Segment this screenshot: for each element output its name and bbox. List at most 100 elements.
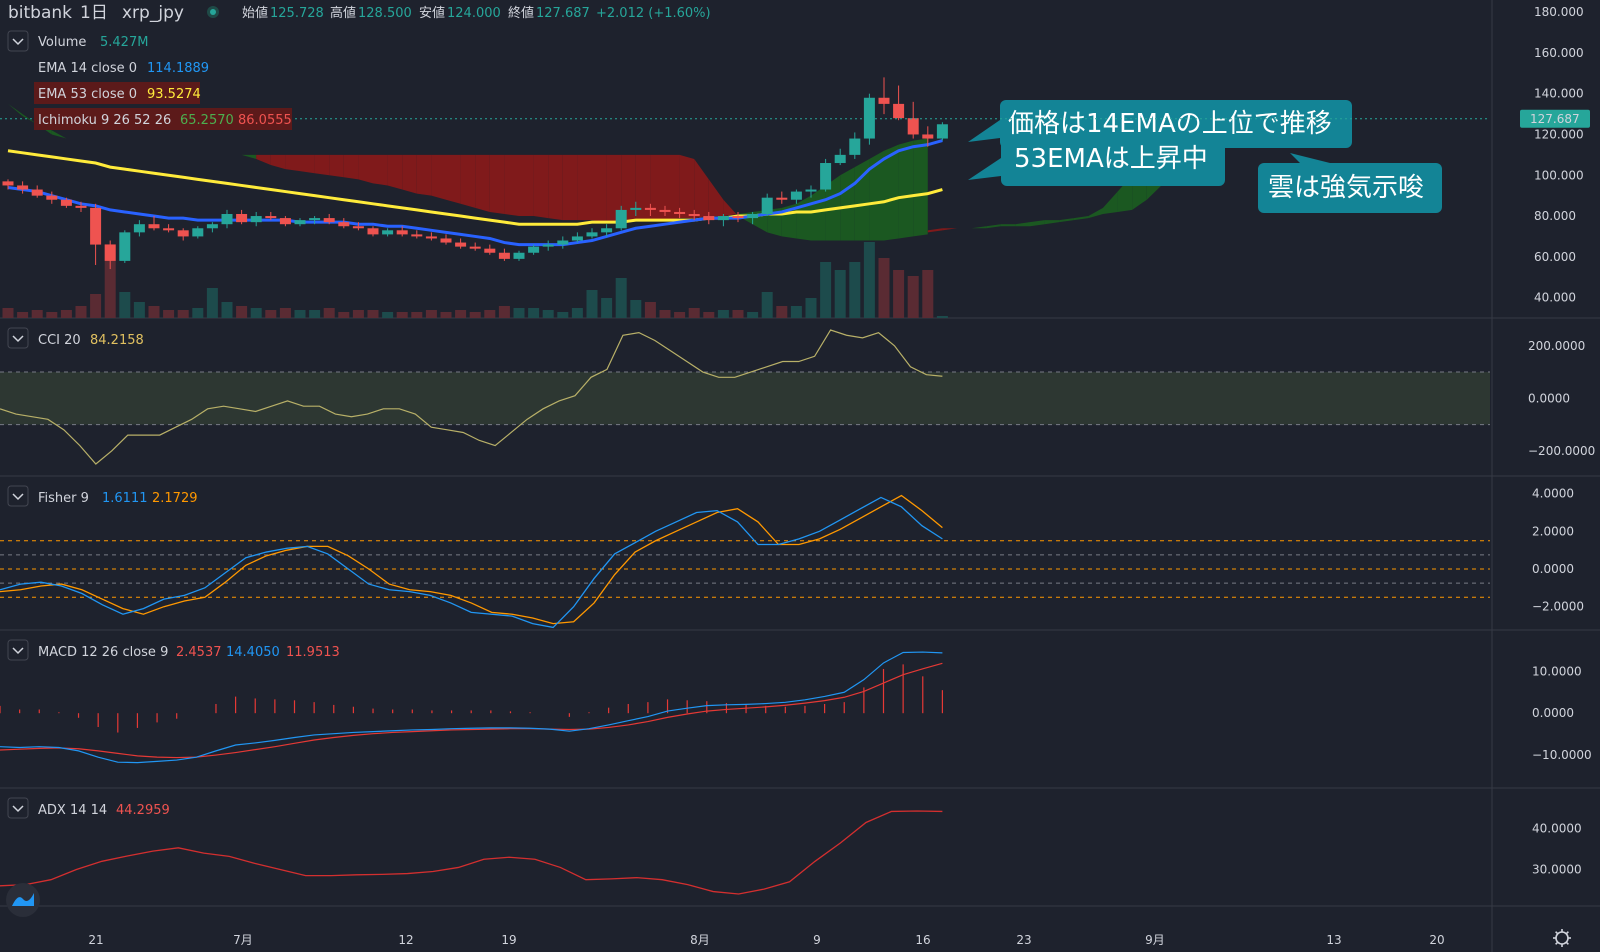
fisher-pane[interactable]: Fisher 9 1.6111 2.1729 [0, 485, 1490, 629]
fisher-tick[interactable]: 0.0000 [1532, 562, 1574, 576]
last-price-label[interactable]: 127.687 [1530, 112, 1580, 126]
main-legend[interactable]: Volume 5.427M EMA 14 close 0 114.1889 EMA 53… [7, 30, 292, 130]
macd-tick[interactable]: 10.0000 [1532, 664, 1582, 678]
candle-body[interactable] [323, 218, 335, 223]
price-axes[interactable]: 180.000 160.000 140.000 120.000 100.000 80.00… [0, 5, 1595, 876]
cci-tick[interactable]: 200.0000 [1528, 339, 1585, 353]
collapse-pane-button[interactable] [7, 327, 29, 349]
time-tick[interactable]: 9 [813, 933, 821, 947]
candle-body[interactable] [2, 181, 14, 186]
candle-body[interactable] [601, 228, 613, 233]
price-tick[interactable]: 100.000 [1534, 168, 1584, 182]
candle-body[interactable] [863, 97, 875, 139]
cci-tick[interactable]: −200.0000 [1528, 444, 1595, 458]
time-tick[interactable]: 20 [1429, 933, 1444, 947]
collapse-pane-button[interactable] [7, 639, 29, 661]
candle-body[interactable] [922, 134, 934, 139]
candlesticks[interactable] [2, 77, 948, 270]
candle-body[interactable] [133, 224, 145, 233]
candle-body[interactable] [338, 222, 350, 227]
collapse-pane-button[interactable] [7, 797, 29, 819]
time-tick[interactable]: 13 [1326, 933, 1341, 947]
candle-body[interactable] [206, 224, 218, 229]
cci-tick[interactable]: 0.0000 [1528, 391, 1570, 405]
adx-tick[interactable]: 40.0000 [1532, 822, 1582, 836]
annotation-box[interactable] [1258, 163, 1442, 213]
fisher-tick[interactable]: −2.0000 [1532, 600, 1584, 614]
cci-pane[interactable]: CCI 20 84.2158 [0, 327, 1490, 465]
header-exchange[interactable]: bitbank [8, 3, 72, 23]
candle-body[interactable] [382, 230, 394, 235]
macd-tick[interactable]: −10.0000 [1532, 748, 1592, 762]
candle-body[interactable] [279, 218, 291, 225]
candle-body[interactable] [352, 226, 364, 229]
candle-body[interactable] [163, 228, 175, 231]
candle-body[interactable] [104, 244, 116, 261]
price-tick[interactable]: 140.000 [1534, 87, 1584, 101]
annotation-text[interactable]: 価格は14EMAの上位で推移 [1008, 109, 1332, 139]
candle-body[interactable] [644, 207, 656, 210]
time-tick[interactable]: 12 [398, 933, 413, 947]
candle-body[interactable] [265, 216, 277, 219]
candle-body[interactable] [717, 216, 729, 221]
candle-body[interactable] [148, 224, 160, 229]
adx-tick[interactable]: 30.0000 [1532, 862, 1582, 876]
annotation-text[interactable]: 53EMAは上昇中 [1014, 144, 1208, 174]
candle-body[interactable] [542, 244, 554, 247]
price-tick[interactable]: 180.000 [1534, 5, 1584, 19]
candle-body[interactable] [17, 185, 29, 190]
time-tick[interactable]: 16 [915, 933, 930, 947]
candle-body[interactable] [659, 209, 671, 212]
collapse-legend-button[interactable] [7, 30, 29, 52]
price-tick[interactable]: 60.000 [1534, 250, 1576, 264]
candle-body[interactable] [119, 232, 131, 261]
candle-body[interactable] [849, 138, 861, 155]
candle-body[interactable] [732, 216, 744, 219]
candle-body[interactable] [674, 211, 686, 214]
candle-body[interactable] [440, 238, 452, 243]
candle-body[interactable] [31, 189, 43, 196]
fisher-tick[interactable]: 4.0000 [1532, 487, 1574, 501]
adx-pane[interactable]: ADX 14 14 44.2959 [0, 797, 943, 917]
candle-body[interactable] [221, 214, 233, 225]
candle-body[interactable] [75, 205, 87, 208]
candle-body[interactable] [177, 230, 189, 237]
candle-body[interactable] [425, 236, 437, 239]
price-tick[interactable]: 80.000 [1534, 209, 1576, 223]
price-tick[interactable]: 160.000 [1534, 46, 1584, 60]
annotation-box[interactable] [1001, 140, 1225, 186]
candle-body[interactable] [893, 103, 905, 119]
candle-body[interactable] [776, 197, 788, 200]
candle-body[interactable] [455, 242, 467, 247]
candle-body[interactable] [396, 230, 408, 235]
candle-body[interactable] [703, 216, 715, 221]
time-tick[interactable]: 7月 [233, 933, 253, 947]
time-tick[interactable]: 9月 [1145, 933, 1165, 947]
candle-body[interactable] [761, 197, 773, 214]
time-tick[interactable]: 21 [88, 933, 103, 947]
time-tick[interactable]: 19 [501, 933, 516, 947]
candle-body[interactable] [936, 124, 948, 139]
candle-body[interactable] [236, 214, 248, 223]
candle-body[interactable] [469, 246, 481, 249]
candle-body[interactable] [557, 240, 569, 245]
candle-body[interactable] [309, 218, 321, 221]
candle-body[interactable] [60, 199, 72, 206]
candle-body[interactable] [367, 228, 379, 235]
candle-body[interactable] [411, 234, 423, 237]
candle-body[interactable] [747, 214, 759, 219]
candle-body[interactable] [498, 252, 510, 259]
annotation-box[interactable] [1000, 100, 1352, 148]
macd-pane[interactable]: MACD 12 26 close 9 2.4537 14.4050 11.9513 [0, 639, 944, 764]
header-interval[interactable]: 1日 [80, 3, 108, 23]
candle-body[interactable] [907, 118, 919, 135]
candle-body[interactable] [513, 252, 525, 259]
collapse-pane-button[interactable] [7, 485, 29, 507]
fisher-tick[interactable]: 2.0000 [1532, 524, 1574, 538]
price-tick[interactable]: 120.000 [1534, 127, 1584, 141]
annotation-text[interactable]: 雲は強気示唆 [1268, 173, 1424, 203]
candle-body[interactable] [484, 248, 496, 253]
candle-body[interactable] [790, 191, 802, 200]
